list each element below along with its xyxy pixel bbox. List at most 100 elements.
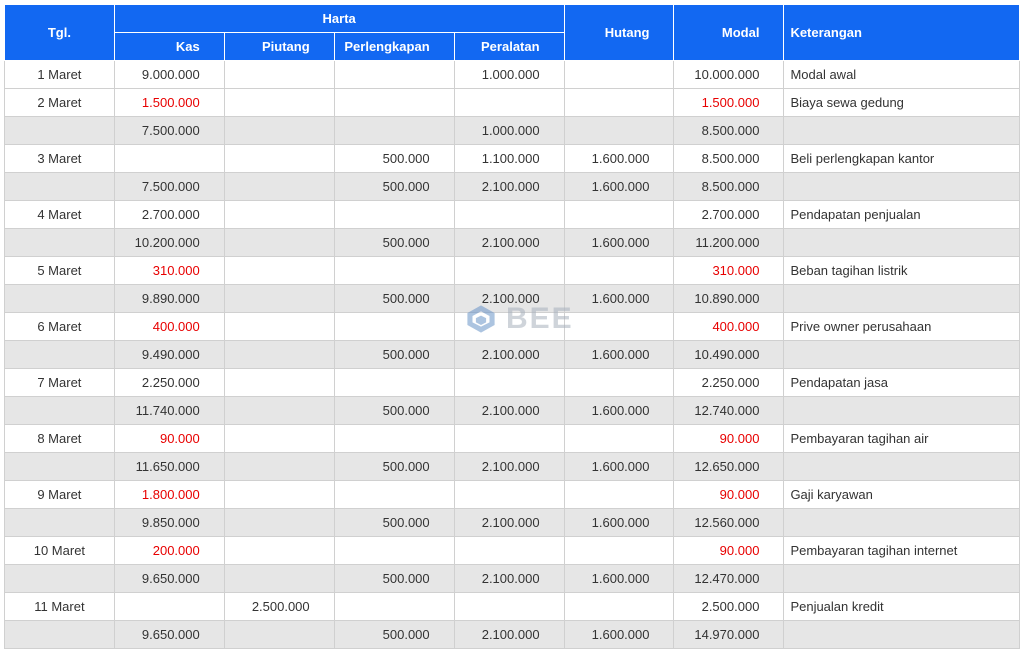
table-row: 9 Maret1.800.00090.000Gaji karyawan [5, 481, 1020, 509]
cell-keterangan: Prive owner perusahaan [784, 313, 1020, 341]
cell-tgl [5, 285, 115, 313]
cell-modal: 90.000 [674, 481, 784, 509]
cell-perlengkapan: 500.000 [334, 341, 454, 369]
header-peralatan: Peralatan [454, 33, 564, 61]
cell-hutang: 1.600.000 [564, 397, 674, 425]
cell-kas: 9.650.000 [114, 621, 224, 649]
cell-tgl [5, 509, 115, 537]
cell-piutang [224, 229, 334, 257]
cell-kas: 7.500.000 [114, 117, 224, 145]
table-row: 11.740.000500.0002.100.0001.600.00012.74… [5, 397, 1020, 425]
cell-perlengkapan [334, 201, 454, 229]
cell-modal: 12.560.000 [674, 509, 784, 537]
cell-modal: 310.000 [674, 257, 784, 285]
cell-hutang [564, 369, 674, 397]
cell-tgl: 8 Maret [5, 425, 115, 453]
cell-keterangan: Pembayaran tagihan internet [784, 537, 1020, 565]
cell-keterangan [784, 397, 1020, 425]
cell-perlengkapan: 500.000 [334, 285, 454, 313]
cell-hutang [564, 313, 674, 341]
cell-peralatan: 1.100.000 [454, 145, 564, 173]
cell-kas: 11.650.000 [114, 453, 224, 481]
cell-hutang: 1.600.000 [564, 621, 674, 649]
cell-modal: 10.490.000 [674, 341, 784, 369]
cell-perlengkapan: 500.000 [334, 229, 454, 257]
cell-piutang [224, 565, 334, 593]
cell-peralatan [454, 481, 564, 509]
cell-keterangan: Beli perlengkapan kantor [784, 145, 1020, 173]
cell-piutang [224, 481, 334, 509]
cell-modal: 1.500.000 [674, 89, 784, 117]
cell-perlengkapan [334, 481, 454, 509]
cell-piutang [224, 201, 334, 229]
table-row: 11.650.000500.0002.100.0001.600.00012.65… [5, 453, 1020, 481]
cell-tgl [5, 173, 115, 201]
cell-perlengkapan [334, 593, 454, 621]
cell-peralatan [454, 257, 564, 285]
cell-keterangan: Pendapatan jasa [784, 369, 1020, 397]
cell-peralatan [454, 89, 564, 117]
cell-tgl: 4 Maret [5, 201, 115, 229]
cell-piutang [224, 117, 334, 145]
table-row: 4 Maret2.700.0002.700.000Pendapatan penj… [5, 201, 1020, 229]
cell-modal: 12.470.000 [674, 565, 784, 593]
header-tgl: Tgl. [5, 5, 115, 61]
cell-peralatan: 2.100.000 [454, 453, 564, 481]
cell-kas: 310.000 [114, 257, 224, 285]
cell-piutang [224, 145, 334, 173]
cell-kas: 11.740.000 [114, 397, 224, 425]
cell-kas: 9.650.000 [114, 565, 224, 593]
cell-hutang [564, 117, 674, 145]
cell-modal: 12.650.000 [674, 453, 784, 481]
cell-keterangan: Penjualan kredit [784, 593, 1020, 621]
cell-piutang [224, 369, 334, 397]
cell-modal: 10.890.000 [674, 285, 784, 313]
cell-tgl: 5 Maret [5, 257, 115, 285]
cell-keterangan [784, 341, 1020, 369]
cell-peralatan [454, 425, 564, 453]
cell-modal: 2.700.000 [674, 201, 784, 229]
cell-peralatan: 1.000.000 [454, 61, 564, 89]
cell-tgl: 7 Maret [5, 369, 115, 397]
cell-keterangan [784, 621, 1020, 649]
cell-piutang [224, 89, 334, 117]
cell-keterangan: Biaya sewa gedung [784, 89, 1020, 117]
cell-hutang: 1.600.000 [564, 145, 674, 173]
cell-hutang [564, 481, 674, 509]
cell-perlengkapan [334, 425, 454, 453]
cell-perlengkapan [334, 89, 454, 117]
cell-tgl: 6 Maret [5, 313, 115, 341]
cell-modal: 10.000.000 [674, 61, 784, 89]
cell-piutang [224, 257, 334, 285]
table-row: 9.650.000500.0002.100.0001.600.00012.470… [5, 565, 1020, 593]
cell-hutang: 1.600.000 [564, 229, 674, 257]
cell-peralatan [454, 537, 564, 565]
cell-hutang [564, 257, 674, 285]
header-perlengkapan: Perlengkapan [334, 33, 454, 61]
cell-keterangan [784, 173, 1020, 201]
cell-keterangan [784, 285, 1020, 313]
cell-keterangan [784, 117, 1020, 145]
cell-hutang [564, 425, 674, 453]
cell-tgl: 10 Maret [5, 537, 115, 565]
cell-perlengkapan [334, 537, 454, 565]
cell-tgl: 9 Maret [5, 481, 115, 509]
cell-piutang [224, 425, 334, 453]
cell-hutang [564, 537, 674, 565]
cell-kas: 9.890.000 [114, 285, 224, 313]
table-body: 1 Maret9.000.0001.000.00010.000.000Modal… [5, 61, 1020, 649]
table-row: 2 Maret1.500.0001.500.000Biaya sewa gedu… [5, 89, 1020, 117]
cell-kas: 9.490.000 [114, 341, 224, 369]
cell-tgl [5, 229, 115, 257]
cell-piutang [224, 621, 334, 649]
cell-modal: 2.250.000 [674, 369, 784, 397]
cell-piutang [224, 537, 334, 565]
cell-kas: 2.250.000 [114, 369, 224, 397]
cell-keterangan [784, 565, 1020, 593]
cell-tgl [5, 117, 115, 145]
cell-keterangan [784, 509, 1020, 537]
cell-peralatan: 2.100.000 [454, 229, 564, 257]
cell-perlengkapan [334, 61, 454, 89]
table-row: 10 Maret200.00090.000Pembayaran tagihan … [5, 537, 1020, 565]
cell-kas: 2.700.000 [114, 201, 224, 229]
